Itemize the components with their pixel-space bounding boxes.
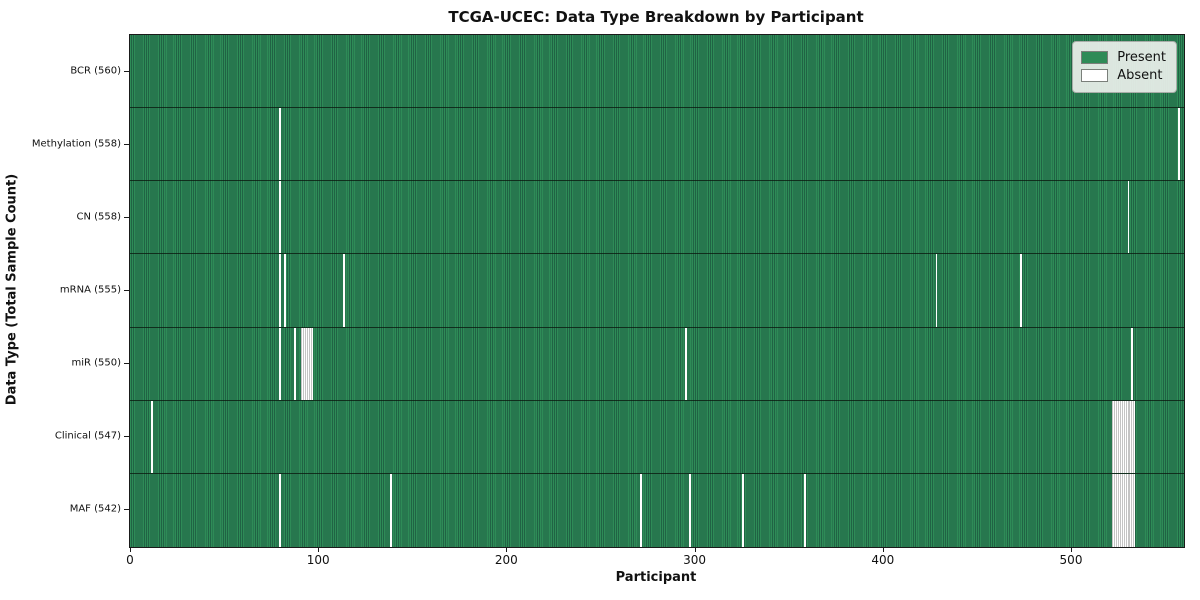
absent-cell-MAF-79 — [278, 473, 281, 547]
absent-cell-MAF-271 — [640, 473, 642, 547]
absent-cell-CN-79 — [278, 181, 281, 254]
chart-title: TCGA-UCEC: Data Type Breakdown by Partic… — [448, 8, 864, 26]
heatmap-row-miR — [130, 327, 1184, 401]
absent-cell-Methylation-557 — [1178, 108, 1181, 181]
absent-cell-MAF-525 — [1118, 473, 1121, 547]
absent-cell-MAF-297 — [688, 473, 691, 547]
absent-cell-Clinical-523 — [1114, 400, 1117, 473]
absent-cell-MAF-523 — [1114, 473, 1117, 547]
legend-label-absent: Absent — [1117, 68, 1163, 83]
heatmap-row-mRNA — [130, 254, 1184, 328]
x-tick-label-500: 500 — [1059, 553, 1083, 567]
absent-cell-miR-93 — [305, 327, 307, 400]
x-tick-400 — [882, 547, 884, 552]
x-tick-500 — [1071, 547, 1072, 552]
heatmap-row-CN — [130, 181, 1184, 255]
y-tick-miR — [124, 363, 129, 365]
x-tick-0 — [129, 547, 131, 552]
absent-cell-mRNA-82 — [284, 254, 287, 327]
heatmap-row-BCR — [130, 35, 1184, 109]
absent-cell-MAF-533 — [1133, 473, 1136, 547]
absent-cell-mRNA-428 — [935, 254, 938, 327]
y-tick-label-MAF: MAF (542) — [69, 503, 121, 515]
absent-cell-Clinical-530 — [1127, 400, 1130, 473]
absent-cell-miR-87 — [293, 327, 296, 400]
absent-cell-CN-530 — [1127, 181, 1130, 254]
absent-cell-mRNA-113 — [342, 254, 345, 327]
legend-item-absent: Absent — [1081, 68, 1166, 83]
plot-area: Present Absent — [129, 34, 1185, 548]
x-tick-label-0: 0 — [126, 553, 134, 567]
absent-cell-MAF-138 — [389, 473, 392, 547]
present-swatch — [1081, 51, 1109, 64]
legend-item-present: Present — [1081, 50, 1166, 65]
heatmap-row-MAF — [130, 473, 1184, 547]
absent-cell-Clinical-529 — [1125, 400, 1128, 473]
absent-cell-MAF-526 — [1120, 473, 1122, 547]
heatmap-row-Methylation — [130, 108, 1184, 182]
absent-cell-miR-91 — [301, 327, 304, 400]
absent-cell-Clinical-532 — [1131, 400, 1134, 473]
absent-cell-MAF-532 — [1131, 473, 1134, 547]
absent-cell-Clinical-527 — [1121, 400, 1124, 473]
absent-cell-Clinical-522 — [1112, 400, 1115, 473]
absent-cell-Methylation-79 — [278, 108, 281, 181]
absent-cell-miR-79 — [278, 327, 281, 400]
y-tick-label-BCR: BCR (560) — [70, 65, 121, 77]
absent-cell-MAF-530 — [1127, 473, 1130, 547]
absent-cell-MAF-528 — [1123, 473, 1126, 547]
absent-cell-miR-94 — [306, 327, 309, 400]
y-tick-label-CN: CN (558) — [76, 211, 121, 223]
y-tick-label-Methylation: Methylation (558) — [31, 138, 121, 150]
x-tick-label-100: 100 — [306, 553, 330, 567]
x-tick-label-400: 400 — [871, 553, 895, 567]
x-axis-label: Participant — [615, 570, 697, 585]
absent-cell-MAF-358 — [803, 473, 806, 547]
y-tick-Clinical — [124, 436, 129, 438]
y-tick-label-miR: miR (550) — [71, 357, 121, 369]
absent-cell-miR-92 — [303, 327, 306, 400]
absent-cell-mRNA-473 — [1020, 254, 1023, 327]
absent-cell-mRNA-79 — [278, 254, 281, 327]
legend-label-present: Present — [1117, 50, 1166, 65]
absent-swatch — [1081, 69, 1109, 82]
y-tick-MAF — [124, 509, 129, 511]
absent-cell-MAF-529 — [1125, 473, 1128, 547]
absent-cell-Clinical-524 — [1116, 400, 1119, 473]
absent-cell-Clinical-528 — [1123, 400, 1126, 473]
x-tick-label-300: 300 — [683, 553, 707, 567]
y-tick-Methylation — [124, 143, 129, 145]
x-tick-label-200: 200 — [494, 553, 518, 567]
absent-cell-MAF-527 — [1121, 473, 1124, 547]
absent-cell-miR-295 — [685, 327, 688, 400]
absent-cell-Clinical-525 — [1118, 400, 1121, 473]
absent-cell-Clinical-531 — [1129, 400, 1132, 473]
absent-cell-Clinical-526 — [1120, 400, 1122, 473]
absent-cell-MAF-325 — [741, 473, 744, 547]
heatmap-row-Clinical — [130, 400, 1184, 474]
x-tick-100 — [318, 547, 320, 552]
legend: Present Absent — [1072, 41, 1177, 93]
absent-cell-Clinical-533 — [1133, 400, 1136, 473]
absent-cell-miR-95 — [308, 327, 311, 400]
y-tick-CN — [124, 216, 129, 218]
y-tick-BCR — [124, 70, 129, 72]
y-tick-label-Clinical: Clinical (547) — [54, 430, 121, 442]
absent-cell-MAF-522 — [1112, 473, 1115, 547]
x-tick-300 — [694, 547, 696, 552]
absent-cell-Clinical-11 — [150, 400, 153, 473]
absent-cell-MAF-531 — [1129, 473, 1132, 547]
y-tick-label-mRNA: mRNA (555) — [59, 284, 121, 296]
absent-cell-MAF-524 — [1116, 473, 1119, 547]
absent-cell-miR-96 — [310, 327, 313, 400]
absent-cell-miR-532 — [1131, 327, 1134, 400]
y-tick-mRNA — [124, 290, 129, 291]
x-tick-200 — [506, 547, 508, 552]
